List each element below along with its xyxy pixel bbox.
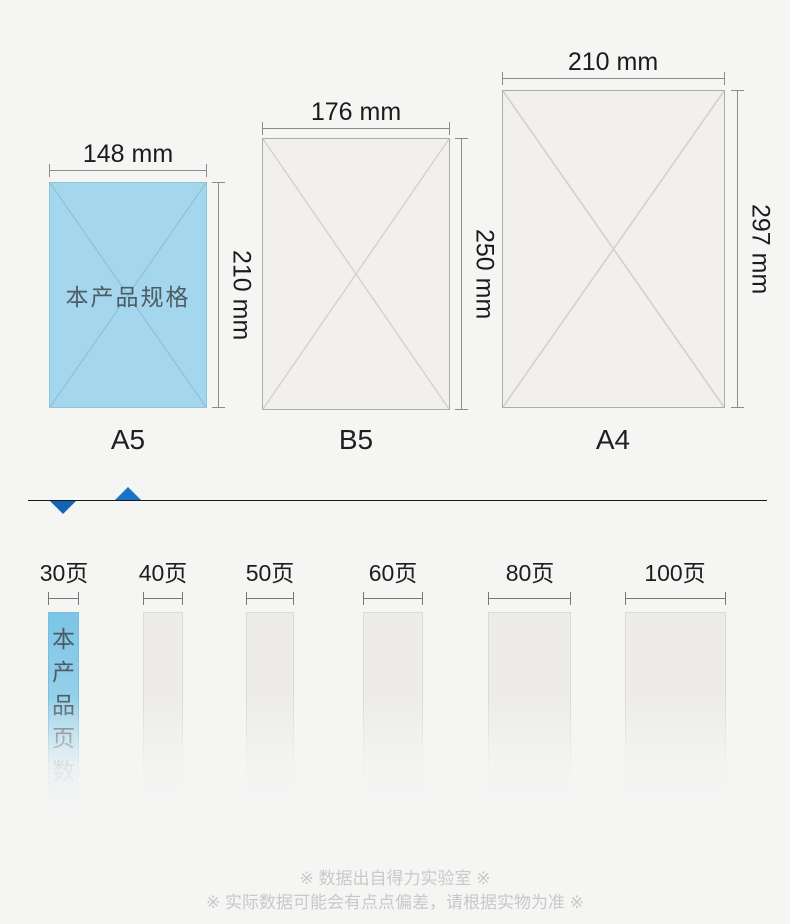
page-count-label-30: 30页 <box>39 560 89 586</box>
page-count-label-40: 40页 <box>138 560 188 586</box>
a4-width-tick-left <box>502 72 503 85</box>
b5-width-dimension-line <box>262 128 450 129</box>
a4-width-tick-right <box>724 72 725 85</box>
page-count-bar-60 <box>362 612 424 811</box>
page-count-bar-100 <box>624 612 727 811</box>
page-count-label-100: 100页 <box>644 560 706 586</box>
a4-width-dimension-label: 210 mm <box>567 48 659 76</box>
bar-bracket-tick <box>48 592 49 605</box>
a5-size-label: A5 <box>110 424 146 455</box>
a4-height-tick-bottom <box>731 407 744 408</box>
page-count-bar-80 <box>487 612 572 811</box>
b5-height-tick-bottom <box>455 409 468 410</box>
a4-height-dimension-label: 297 mm <box>746 203 775 295</box>
bar-bracket-tick <box>246 592 247 605</box>
diagonal-cross-icon <box>263 139 449 409</box>
bar-bracket-40 <box>143 598 183 599</box>
bar-bracket-tick <box>488 592 489 605</box>
a5-width-tick-left <box>49 164 50 177</box>
a4-width-dimension-line <box>502 78 725 79</box>
b5-width-tick-left <box>262 122 263 135</box>
a4-height-dimension-line <box>737 90 738 408</box>
page-count-label-50: 50页 <box>245 560 295 586</box>
bar-bracket-tick <box>78 592 79 605</box>
bar-bracket-tick <box>422 592 423 605</box>
a5-width-tick-right <box>206 164 207 177</box>
b5-width-tick-right <box>449 122 450 135</box>
footnote-line-1: ※ 数据出自得力实验室 ※ <box>299 869 491 888</box>
b5-size-label: B5 <box>338 424 374 455</box>
page-count-label-60: 60页 <box>368 560 418 586</box>
bar-bracket-100 <box>625 598 726 599</box>
bar-bracket-tick <box>293 592 294 605</box>
bar-bracket-80 <box>488 598 571 599</box>
diagonal-cross-icon <box>503 91 724 407</box>
up-arrow-icon <box>115 487 141 500</box>
bar-overlay-text: 本产品页数 <box>52 626 75 784</box>
page-count-bar-50 <box>245 612 295 811</box>
bar-bracket-60 <box>363 598 423 599</box>
bar-bracket-tick <box>182 592 183 605</box>
b5-height-dimension-line <box>461 138 462 410</box>
bar-bracket-30 <box>48 598 79 599</box>
bar-bracket-tick <box>363 592 364 605</box>
b5-width-dimension-label: 176 mm <box>310 98 402 126</box>
a5-overlay-text: 本产品规格 <box>65 284 191 310</box>
a5-height-dimension-label: 210 mm <box>227 249 256 341</box>
bar-bracket-tick <box>725 592 726 605</box>
bar-bracket-tick <box>625 592 626 605</box>
bar-bracket-tick <box>143 592 144 605</box>
a5-height-tick-bottom <box>212 407 225 408</box>
page-count-bar-30: 本产品页数 <box>47 612 80 811</box>
b5-paper-rect <box>262 138 450 410</box>
bar-bracket-tick <box>570 592 571 605</box>
a4-height-tick-top <box>731 90 744 91</box>
b5-height-dimension-label: 250 mm <box>470 228 499 320</box>
diagonal-cross-icon <box>50 183 206 407</box>
b5-height-tick-top <box>455 138 468 139</box>
down-arrow-icon <box>50 501 76 514</box>
footnote-line-2: ※ 实际数据可能会有点点偏差，请根据实物为准 ※ <box>206 893 584 912</box>
section-divider-line <box>28 500 767 501</box>
a5-height-dimension-line <box>218 182 219 408</box>
a5-paper-rect: 本产品规格 <box>49 182 207 408</box>
page-count-bar-40 <box>142 612 184 811</box>
a5-height-tick-top <box>212 182 225 183</box>
page-count-label-80: 80页 <box>505 560 555 586</box>
a5-width-dimension-line <box>49 170 207 171</box>
a5-width-dimension-label: 148 mm <box>82 140 174 168</box>
bar-bracket-50 <box>246 598 294 599</box>
a4-size-label: A4 <box>595 424 631 455</box>
a4-paper-rect <box>502 90 725 408</box>
